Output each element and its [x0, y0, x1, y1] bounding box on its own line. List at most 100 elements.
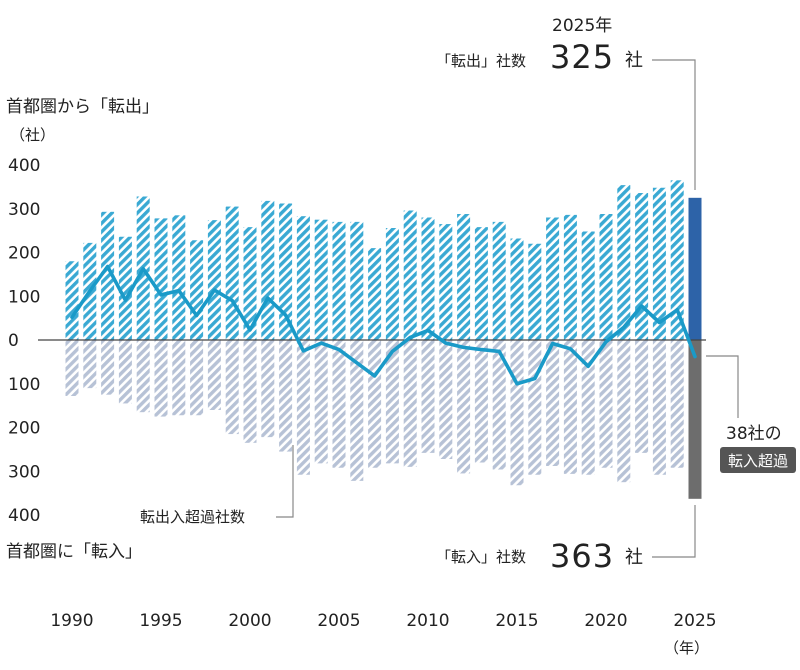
bar-in-1996	[172, 340, 186, 416]
bar-out-2013	[474, 227, 488, 340]
bar-in-2013	[474, 340, 488, 463]
net-badge-bg	[720, 447, 796, 473]
x-tick-label: 2020	[584, 611, 627, 631]
bar-out-2023	[652, 187, 666, 340]
annotation-in-value: 363	[550, 537, 614, 575]
bar-out-2025	[688, 197, 702, 340]
in-axis-title: 首都圏に「転入」	[6, 542, 142, 562]
bar-out-2019	[581, 231, 595, 340]
bar-in-1999	[225, 340, 239, 435]
bar-in-2005	[332, 340, 346, 468]
x-tick-label: 2005	[317, 611, 360, 631]
bar-out-2015	[510, 238, 524, 340]
y-tick-label: 200	[8, 244, 40, 264]
bar-out-2001	[261, 200, 275, 340]
bar-in-2009	[403, 340, 417, 467]
annotation-out-unit: 社	[625, 50, 643, 71]
y-tick-label: 200	[8, 419, 40, 439]
y-tick-label: 300	[8, 462, 40, 482]
annotation-year-2025: 2025年	[552, 16, 612, 36]
bar-in-2023	[652, 340, 666, 475]
bar-in-2020	[599, 340, 613, 468]
net-migration-line	[70, 264, 697, 386]
bar-in-2004	[314, 340, 328, 464]
bar-in-2011	[439, 340, 453, 459]
bar-in-2018	[563, 340, 577, 474]
annotation-net-label: 転出入超過社数	[140, 508, 245, 526]
bar-out-1998	[207, 220, 221, 340]
bar-in-2025	[688, 340, 702, 499]
bar-out-2016	[528, 243, 542, 340]
y-tick-label: 300	[8, 200, 40, 220]
bar-out-1992	[101, 211, 115, 340]
x-tick-label: 2015	[495, 611, 538, 631]
bar-out-1996	[172, 215, 186, 340]
bar-out-2018	[563, 214, 577, 340]
y-tick-label: 100	[8, 375, 40, 395]
y-tick-labels: 400 300 200 100 0 100 200 300 400	[8, 156, 40, 526]
net-badge-text: 転入超過	[728, 452, 788, 470]
leader-net-2025	[706, 355, 739, 418]
x-tick-label: 2025	[673, 611, 716, 631]
x-tick-label: 2000	[228, 611, 271, 631]
leader-in	[652, 505, 696, 558]
bar-out-2004	[314, 219, 328, 340]
bar-out-2011	[439, 224, 453, 340]
y-tick-label: 400	[8, 156, 40, 176]
out-axis-title: 首都圏から「転出」	[6, 97, 159, 117]
annotation-in-label: 「転入」社数	[436, 548, 526, 566]
bar-in-2010	[421, 340, 435, 453]
bar-in-1997	[190, 340, 204, 416]
bar-out-2003	[296, 216, 310, 340]
y-tick-label: 0	[8, 331, 19, 351]
bar-in-2007	[368, 340, 382, 468]
bar-in-2022	[635, 340, 649, 453]
bar-in-2006	[350, 340, 364, 481]
bar-out-1993	[118, 236, 132, 340]
bar-out-2020	[599, 214, 613, 340]
unit-label: （社）	[10, 126, 55, 144]
leader-out	[652, 59, 696, 190]
y-tick-label: 400	[8, 506, 40, 526]
bar-out-2014	[492, 221, 506, 340]
bar-in-1992	[101, 340, 115, 395]
bar-out-2024	[670, 180, 684, 340]
bar-out-2017	[546, 217, 560, 340]
bar-in-2008	[385, 340, 399, 464]
x-tick-label: 2010	[406, 611, 449, 631]
bar-out-2005	[332, 221, 346, 340]
bar-in-2014	[492, 340, 506, 470]
bar-in-2001	[261, 340, 275, 438]
bar-out-1999	[225, 206, 239, 340]
y-tick-label: 100	[8, 287, 40, 307]
x-unit-label: （年）	[664, 639, 709, 657]
bar-in-2012	[457, 340, 471, 474]
bar-in-1994	[136, 340, 150, 413]
x-tick-labels: 1990 1995 2000 2005 2010 2015 2020 2025	[50, 611, 716, 631]
bar-in-2015	[510, 340, 524, 486]
bar-in-2021	[617, 340, 631, 483]
bar-out-2022	[635, 193, 649, 340]
annotation-out-label: 「転出」社数	[436, 52, 526, 70]
bar-in-2000	[243, 340, 257, 443]
bar-in-2019	[581, 340, 595, 475]
bar-in-1995	[154, 340, 168, 417]
bar-out-2021	[617, 185, 631, 340]
annotation-net-value: 38社の	[726, 424, 782, 444]
bar-in-2017	[546, 340, 560, 466]
bar-in-1991	[83, 340, 97, 389]
bar-out-2010	[421, 217, 435, 340]
x-tick-label: 1995	[139, 611, 182, 631]
outflow-bars	[65, 180, 702, 340]
bar-in-2003	[296, 340, 310, 475]
bar-out-2006	[350, 221, 364, 340]
bar-out-2000	[243, 227, 257, 340]
bar-in-1990	[65, 340, 79, 396]
bar-out-2009	[403, 210, 417, 340]
bar-out-1990	[65, 261, 79, 340]
bar-in-1993	[118, 340, 132, 404]
bar-out-2002	[279, 203, 293, 340]
x-tick-label: 1990	[50, 611, 93, 631]
bar-in-2016	[528, 340, 542, 475]
bar-in-1998	[207, 340, 221, 410]
